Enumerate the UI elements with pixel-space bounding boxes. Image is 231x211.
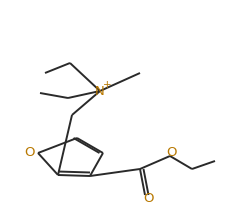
Text: +: +: [102, 80, 111, 90]
Text: O: O: [25, 146, 35, 160]
Text: N: N: [95, 84, 104, 97]
Text: O: O: [166, 146, 176, 158]
Text: O: O: [143, 192, 154, 206]
